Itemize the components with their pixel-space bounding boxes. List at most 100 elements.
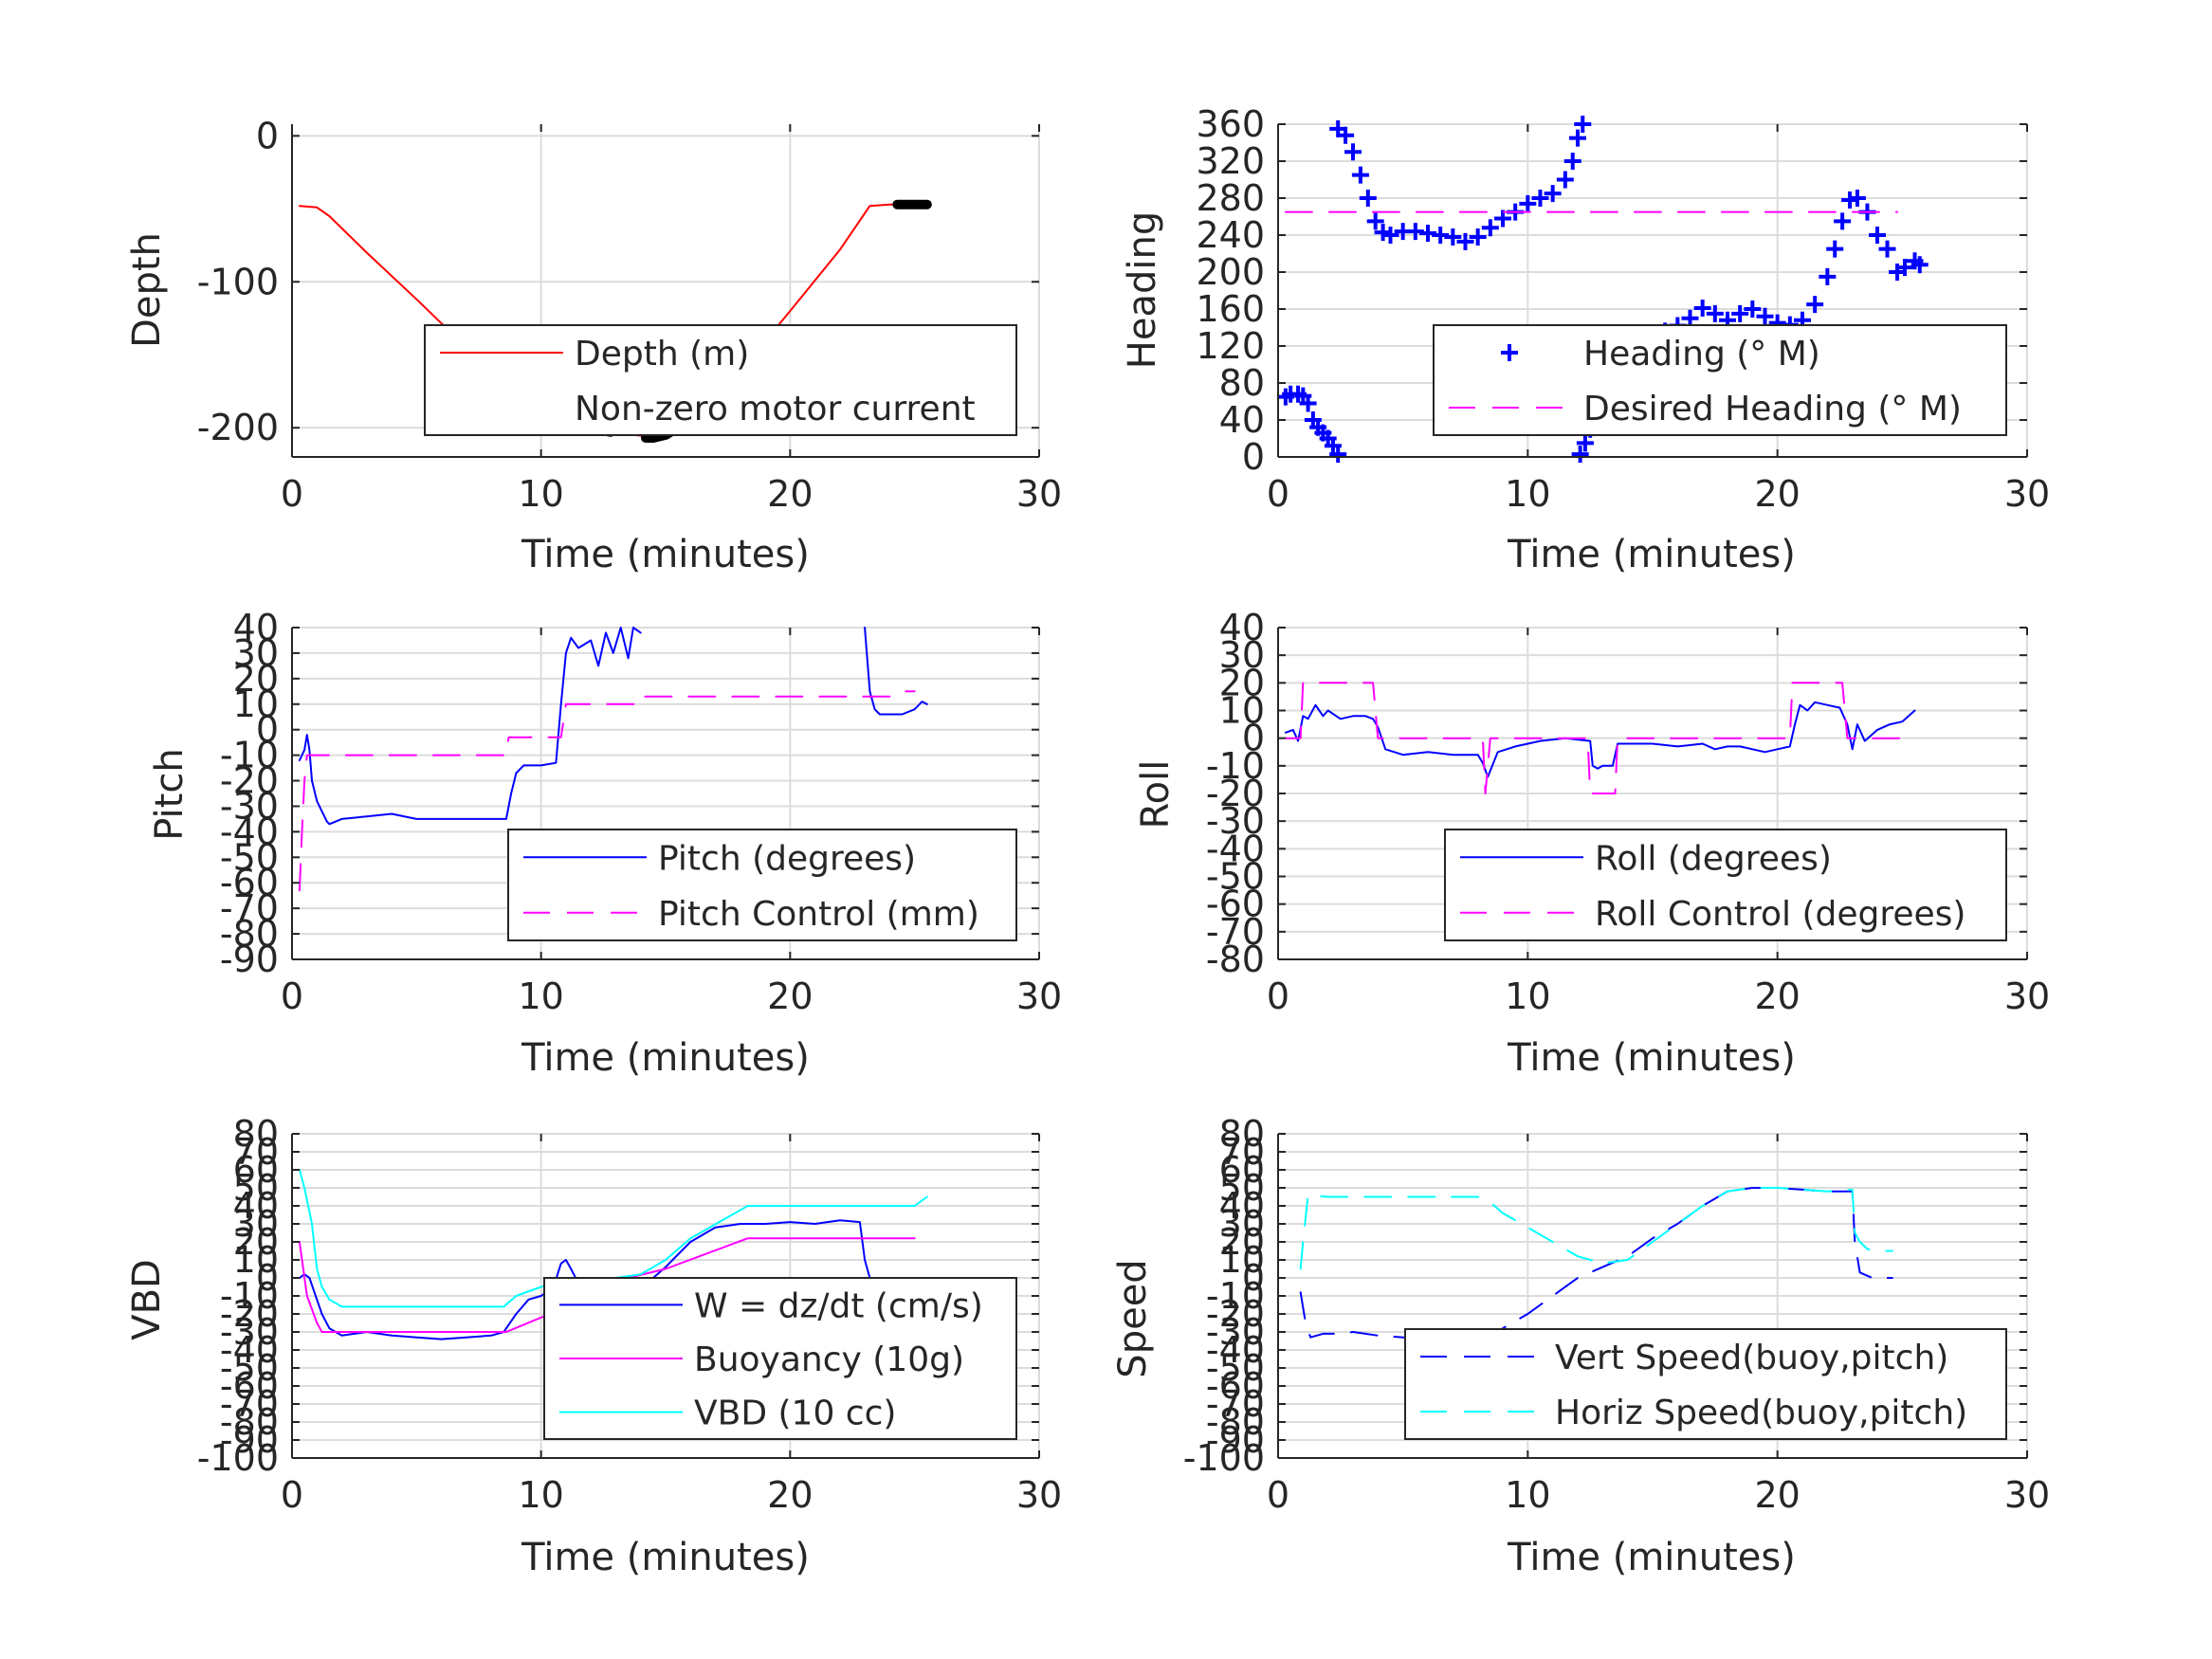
- speed-ytick-label-11: -30: [1206, 1311, 1265, 1353]
- roll-ytick-label-5: -10: [1206, 745, 1265, 787]
- heading-series-0-point-1-13: [1456, 232, 1474, 250]
- vbd-ytick-label-0: 80: [233, 1113, 279, 1155]
- pitch-ytick-label-5: -10: [220, 735, 279, 776]
- roll-panel: 0 10 20 30403020100-10-20-30-40-50-60-70-80…: [1134, 607, 2050, 1080]
- depth-ylabel: Depth: [125, 232, 169, 348]
- roll-xtick-label-2: 20: [1754, 975, 1800, 1017]
- speed-ytick-label-6: 20: [1219, 1221, 1265, 1263]
- vbd-ytick-label-12: -40: [220, 1329, 279, 1371]
- heading-series-0-point-2-13: [1693, 300, 1711, 318]
- depth-xtick-label-1: 10: [518, 473, 563, 515]
- roll-series: [1284, 682, 1916, 794]
- pitch-xtick-label-3: 30: [1016, 975, 1062, 1017]
- pitch-ytick-label-10: -60: [220, 862, 279, 903]
- heading-series-0-point-1-21: [1556, 171, 1574, 189]
- speed-ytick-label-14: -60: [1206, 1365, 1265, 1407]
- speed-xtick-label-0: 0: [1267, 1474, 1289, 1516]
- speed-ytick-label-10: -20: [1206, 1293, 1265, 1335]
- roll-xtick-label-0: 0: [1267, 975, 1289, 1017]
- heading-series-0-point-2-30: [1878, 240, 1896, 258]
- depth-legend-label-0: Depth (m): [575, 335, 749, 374]
- pitch-panel: 0 10 20 30403020100-10-20-30-40-50-60-70-80…: [148, 607, 1062, 1080]
- roll-ytick-label-7: -30: [1206, 800, 1265, 842]
- vbd-legend-label-2: VBD (10 cc): [694, 1395, 896, 1433]
- speed-xtick-label-1: 10: [1505, 1474, 1550, 1516]
- vbd-ytick-label-4: 40: [233, 1185, 279, 1227]
- speed-series: [1299, 1187, 1893, 1340]
- depth-ytick-label-1: -100: [197, 261, 279, 302]
- heading-series-0-point-1-23: [1569, 129, 1586, 147]
- heading-series-0-point-1-22: [1563, 153, 1581, 170]
- roll-legend-label-1: Roll Control (degrees): [1595, 895, 1965, 934]
- speed-axes: 0 10 20 3080706050403020100-10-20-30-40-50-…: [1183, 1113, 2050, 1516]
- depth-xtick-label-0: 0: [281, 473, 303, 515]
- heading-xtick-label-0: 0: [1267, 473, 1289, 515]
- pitch-ytick-label-8: -40: [220, 811, 279, 852]
- speed-series-0-line-0: [1299, 1187, 1893, 1340]
- heading-series-0-point-2-12: [1681, 309, 1699, 327]
- speed-ytick-label-18: -100: [1183, 1437, 1265, 1479]
- pitch-legend: Pitch (degrees) Pitch Control (mm): [507, 829, 1017, 941]
- heading-legend-box: [1433, 324, 2007, 436]
- roll-legend-label-0: Roll (degrees): [1595, 839, 1832, 878]
- roll-series-0-line-0: [1284, 701, 1916, 778]
- roll-ytick-label-11: -70: [1206, 911, 1265, 953]
- vbd-ytick-label-6: 20: [233, 1221, 279, 1263]
- depth-ytick-label-2: -200: [197, 407, 279, 448]
- speed-ytick-label-16: -80: [1206, 1401, 1265, 1443]
- heading-legend-label-1: Desired Heading (° M): [1583, 390, 1962, 428]
- pitch-ytick-label-9: -50: [220, 836, 279, 878]
- pitch-xlabel: Time (minutes): [521, 1036, 810, 1080]
- vbd-ytick-label-14: -60: [220, 1365, 279, 1407]
- vbd-xtick-label-2: 20: [767, 1474, 813, 1516]
- heading-ylabel: Heading: [1121, 211, 1164, 369]
- heading-series-0-point-2-27: [1848, 190, 1866, 207]
- pitch-ytick-label-0: 40: [233, 607, 279, 648]
- heading-series-0-point-1-3: [1351, 166, 1369, 184]
- roll-xtick-label-3: 30: [2004, 975, 2050, 1017]
- roll-xtick-label-1: 10: [1505, 975, 1550, 1017]
- speed-ytick-label-5: 30: [1219, 1203, 1265, 1245]
- heading-ytick-label-0: 0: [1242, 436, 1265, 478]
- vbd-ytick-label-7: 10: [233, 1239, 279, 1281]
- roll-ylabel: Roll: [1134, 760, 1178, 830]
- vbd-ytick-label-8: 0: [256, 1257, 279, 1299]
- speed-ytick-label-13: -50: [1206, 1347, 1265, 1389]
- pitch-xtick-label-0: 0: [281, 975, 303, 1017]
- speed-ytick-label-8: 0: [1242, 1257, 1265, 1299]
- heading-series-0-point-1-5: [1366, 212, 1384, 230]
- heading-legend: Heading (° M) Desired Heading (° M): [1433, 324, 2007, 436]
- heading-series-0-point-1-20: [1544, 185, 1562, 203]
- vbd-legend: W = dz/dt (cm/s) Buoyancy (10g) VBD (10 cc…: [543, 1277, 1017, 1440]
- heading-legend-marker-0: [1501, 344, 1518, 361]
- pitch-legend-box: [507, 829, 1017, 941]
- depth-panel: 0 10 20 30 0 -100 -200 Depth (m) Non-zero motor…: [125, 115, 1062, 576]
- vbd-ytick-label-10: -20: [220, 1293, 279, 1335]
- speed-ytick-label-2: 60: [1219, 1149, 1265, 1191]
- speed-xlabel: Time (minutes): [1507, 1536, 1796, 1579]
- heading-series-0-point-1-18: [1519, 194, 1537, 212]
- heading-series-0-point-2-14: [1706, 304, 1724, 322]
- depth-legend-label-1: Non-zero motor current: [575, 390, 976, 428]
- heading-series-0-point-1-19: [1531, 190, 1549, 207]
- roll-ytick-label-2: 20: [1219, 662, 1265, 703]
- heading-series-0-point-2-1: [1576, 434, 1594, 452]
- depth-xtick-label-2: 20: [767, 473, 813, 515]
- pitch-ytick-label-7: -30: [220, 785, 279, 827]
- pitch-ytick-label-13: -90: [220, 939, 279, 980]
- vbd-ytick-label-18: -100: [197, 1437, 279, 1479]
- vbd-axes: 0 10 20 3080706050403020100-10-20-30-40-50-…: [197, 1113, 1062, 1516]
- speed-ytick-label-15: -70: [1206, 1383, 1265, 1425]
- vbd-ytick-label-15: -70: [220, 1383, 279, 1425]
- heading-series-0-point-2-34: [1910, 256, 1929, 274]
- heading-ytick-label-6: 240: [1196, 214, 1265, 256]
- heading-xtick-label-2: 20: [1754, 473, 1800, 515]
- speed-legend: Vert Speed(buoy,pitch) Horiz Speed(buoy,p…: [1404, 1328, 2007, 1440]
- vbd-ytick-label-9: -10: [220, 1275, 279, 1317]
- speed-ytick-label-4: 40: [1219, 1185, 1265, 1227]
- vbd-ytick-label-2: 60: [233, 1149, 279, 1191]
- vbd-ytick-label-13: -50: [220, 1347, 279, 1389]
- heading-xtick-label-1: 10: [1505, 473, 1550, 515]
